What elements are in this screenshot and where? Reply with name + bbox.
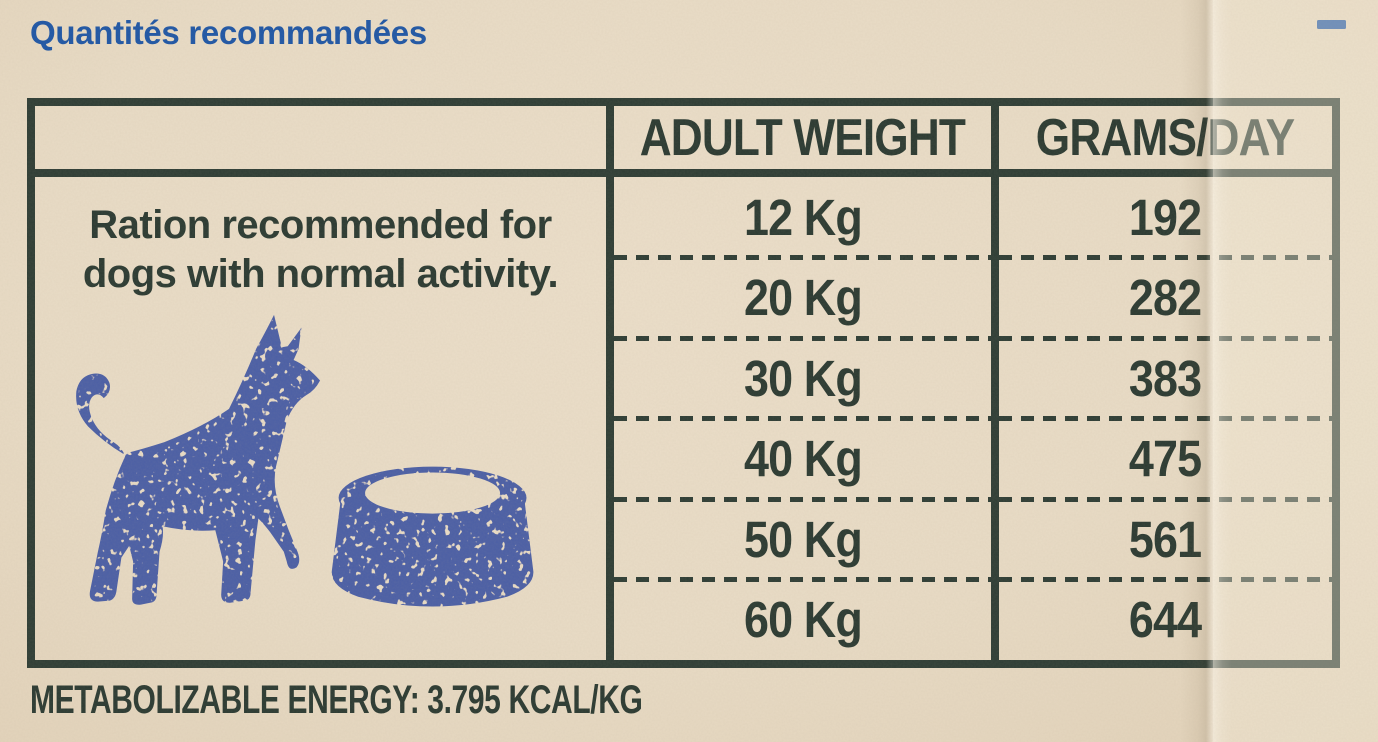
grams-value: 282 (1129, 269, 1202, 327)
weight-value: 30 Kg (743, 349, 863, 407)
weight-value: 20 Kg (743, 269, 863, 327)
dog-silhouette (75, 314, 320, 605)
weight-value: 60 Kg (743, 591, 863, 649)
dog-and-bowl-illustration (75, 314, 533, 607)
column-header-label: GRAMS/DAY (1036, 108, 1295, 167)
table-row: 30 Kg (614, 335, 991, 419)
header-cell-empty (35, 106, 614, 169)
grams-value: 383 (1129, 349, 1202, 407)
column-header-label: ADULT WEIGHT (639, 108, 966, 167)
table-header-row: ADULT WEIGHT GRAMS/DAY (35, 106, 1332, 177)
feeding-table: ADULT WEIGHT GRAMS/DAY Ration recommende… (27, 98, 1340, 668)
table-row: 192 (999, 177, 1332, 258)
table-row: 12 Kg (614, 177, 991, 258)
table-description-cell: Ration recommended for dogs with normal … (35, 177, 614, 660)
header-cell-grams-day: GRAMS/DAY (999, 106, 1332, 169)
grams-value: 561 (1129, 510, 1202, 568)
table-row: 561 (999, 496, 1332, 580)
table-row: 475 (999, 416, 1332, 500)
table-row: 40 Kg (614, 416, 991, 500)
section-title: Quantités recommandées (30, 14, 427, 51)
ration-description-line1: Ration recommended for (89, 203, 552, 247)
bowl-icon (331, 466, 533, 607)
weight-value: 40 Kg (743, 430, 863, 488)
table-row: 50 Kg (614, 496, 991, 580)
table-body: Ration recommended for dogs with normal … (35, 177, 1332, 660)
table-row: 60 Kg (614, 577, 991, 661)
table-row: 282 (999, 255, 1332, 339)
section-header[interactable]: Quantités recommandées (0, 0, 1378, 62)
grams-value: 475 (1129, 430, 1202, 488)
grams-column: 192 282 383 475 561 644 (999, 177, 1332, 660)
header-cell-adult-weight: ADULT WEIGHT (614, 106, 999, 169)
grams-value: 192 (1129, 188, 1202, 246)
table-row: 20 Kg (614, 255, 991, 339)
ration-description: Ration recommended for dogs with normal … (82, 201, 559, 299)
weight-value: 12 Kg (743, 188, 863, 246)
ration-description-line2: dogs with normal activity. (82, 251, 559, 296)
weight-column: 12 Kg 20 Kg 30 Kg 40 Kg 50 Kg 60 Kg (614, 177, 999, 660)
weight-value: 50 Kg (743, 510, 863, 568)
table-row: 644 (999, 577, 1332, 661)
energy-footnote: METABOLIZABLE ENERGY: 3.795 KCAL/KG (30, 678, 643, 722)
table-row: 383 (999, 335, 1332, 419)
collapse-minus-icon[interactable] (1317, 20, 1346, 29)
grams-value: 644 (1129, 591, 1202, 649)
